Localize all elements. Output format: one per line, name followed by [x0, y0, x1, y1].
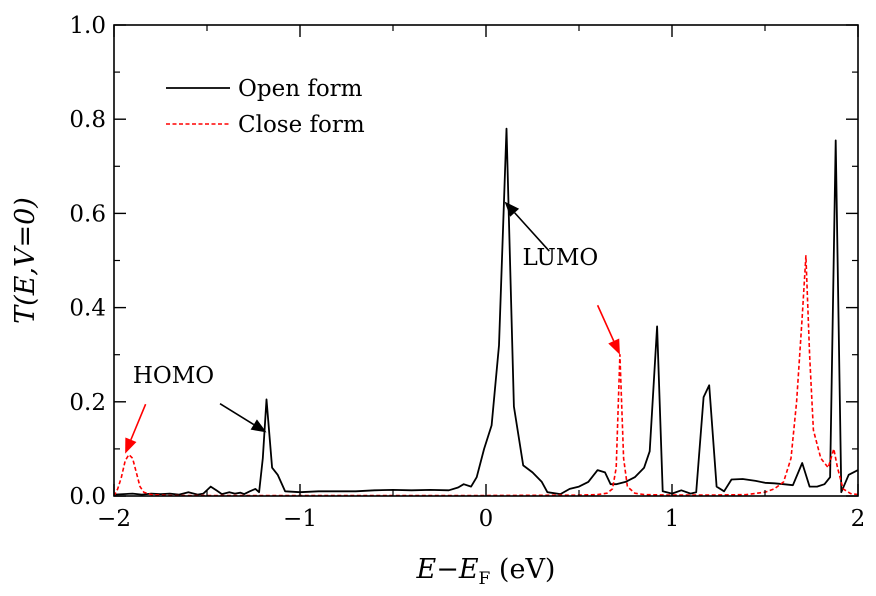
- series-line-open-form: [113, 127, 859, 496]
- x-tick-label: 0: [479, 506, 494, 532]
- arrow-head: [250, 419, 267, 433]
- y-tick-label: 0.4: [69, 296, 106, 322]
- series-line-close-form: [113, 255, 859, 497]
- x-tick-label: −1: [283, 506, 317, 532]
- plot-frame: [113, 24, 859, 497]
- legend-label-close-form: Close form: [238, 112, 365, 138]
- x-tick-label: −2: [97, 506, 131, 532]
- arrow-shaft: [130, 403, 147, 441]
- y-tick-label: 0.6: [69, 201, 106, 227]
- arrow-shaft: [514, 212, 550, 252]
- annotation-homo-label: HOMO: [133, 363, 214, 389]
- y-tick-label: 0.2: [69, 390, 106, 416]
- annotations-group: HOMO LUMO: [125, 201, 620, 454]
- x-axis-label-unit: (eV): [490, 554, 555, 585]
- x-axis-label-sub: F: [479, 569, 491, 589]
- y-tick-label: 0.8: [69, 107, 106, 133]
- axis-ticks: −2 −1 0 1 2 0.0 0.2 0.4 0.6 0.8 1.0: [69, 13, 865, 532]
- arrow-shaft: [596, 304, 615, 342]
- legend: Open form Close form: [166, 76, 365, 138]
- y-tick-label: 0.0: [69, 484, 106, 510]
- legend-label-open-form: Open form: [238, 76, 363, 102]
- x-tick-label: 2: [851, 506, 866, 532]
- x-tick-label: 1: [665, 506, 680, 532]
- series-group: [113, 127, 859, 497]
- y-tick-label: 1.0: [69, 13, 106, 39]
- x-axis-label-main: E−E: [416, 554, 479, 585]
- arrow-shaft: [219, 403, 255, 426]
- arrow-head: [504, 201, 520, 217]
- arrow-head: [608, 338, 620, 355]
- y-axis-label: T(E,V=0): [10, 197, 41, 324]
- annotation-lumo-label: LUMO: [522, 245, 598, 271]
- arrow-head: [125, 437, 137, 454]
- x-axis-label: E−EF (eV): [416, 554, 556, 589]
